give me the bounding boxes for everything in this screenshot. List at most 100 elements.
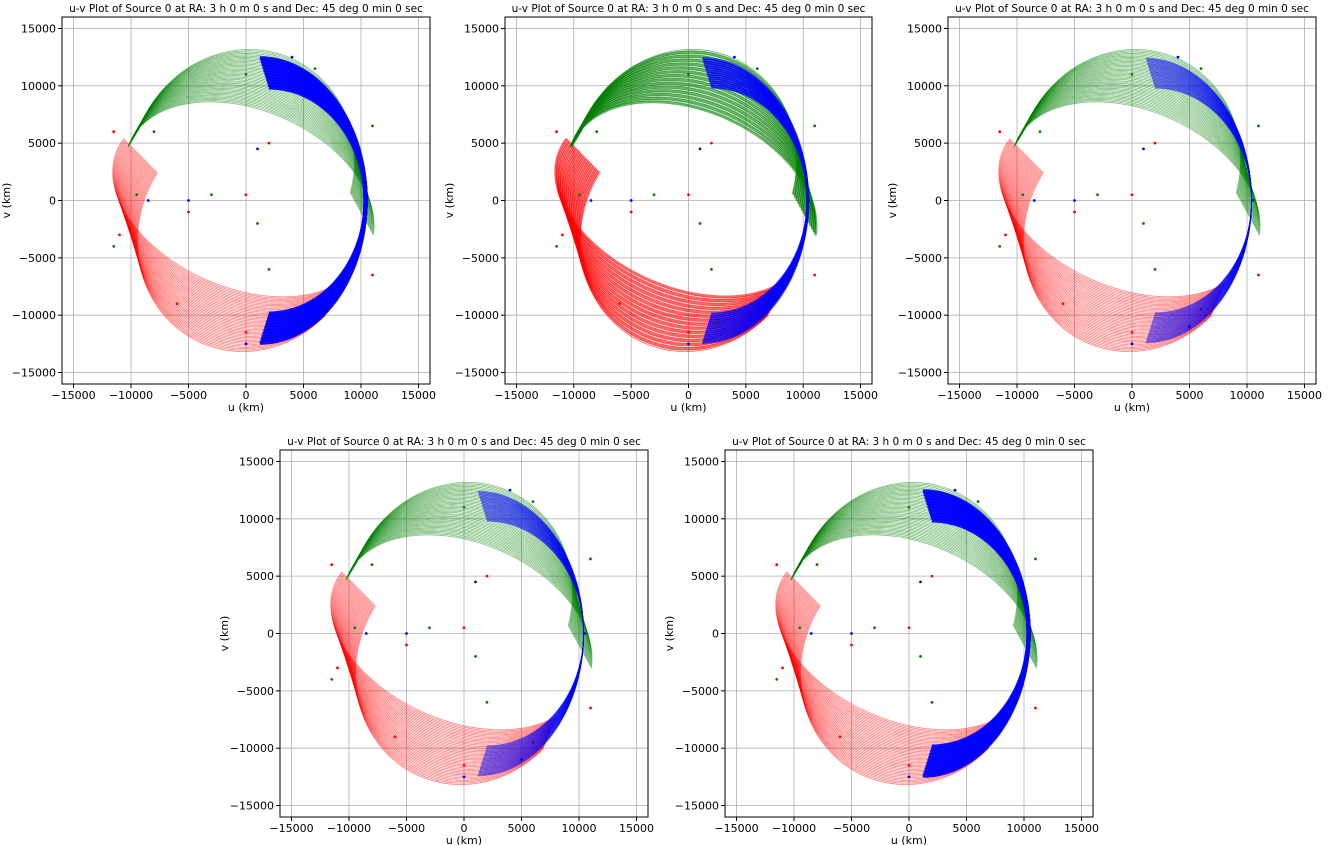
y-tick-label: 10000 [21,80,56,93]
y-tick-label: 5000 [914,137,942,150]
data-point-green [555,244,559,248]
series-red [998,130,1260,352]
data-point-green [930,700,934,704]
data-point-green [313,67,317,71]
y-tick-label: −10000 [898,309,942,322]
uv-plot-1: u-v Plot of Source 0 at RA: 3 h 0 m 0 s … [0,3,436,414]
track-red [779,576,1002,738]
data-point-red [907,626,911,630]
y-tick-label: −10000 [675,742,719,755]
data-point-red [555,130,559,134]
data-point-blue [919,580,922,584]
data-point-blue [790,130,794,134]
y-tick-label: −5000 [237,685,274,698]
data-point-blue [405,632,408,635]
track-red [558,142,781,306]
track-red [579,172,768,352]
data-point-green [595,130,599,134]
data-point-blue [520,758,523,762]
plot-title: u-v Plot of Source 0 at RA: 3 h 0 m 0 s … [287,436,641,448]
data-point-red [244,330,248,334]
series-blue [364,488,587,779]
track-red [335,577,556,741]
data-point-blue [364,632,368,635]
data-point-green [485,700,489,704]
data-point-blue [566,563,569,567]
track-red [1003,144,1224,308]
data-point-green [589,557,592,561]
track-red [333,575,557,737]
series-red [112,130,374,352]
data-point-blue [187,199,190,202]
track-red [114,141,339,303]
x-axis-label: u (km) [228,401,264,414]
x-tick-label: −5000 [613,389,650,402]
data-point-blue [744,325,748,329]
data-point-green [256,222,259,225]
data-point-red [112,130,116,134]
data-point-blue [508,488,512,492]
data-point-green [813,124,817,128]
y-tick-label: −10000 [12,309,56,322]
data-point-red [589,706,592,710]
track-red [560,145,780,310]
y-axis-label: v (km) [663,616,676,652]
data-point-blue [302,325,305,329]
x-tick-label: −5000 [388,822,425,835]
series-blue [809,488,1032,779]
data-point-blue [807,199,811,202]
y-tick-label: 0 [267,628,274,641]
data-point-blue [1011,563,1014,567]
track-green [799,489,1021,633]
data-point-green [244,72,248,76]
data-point-blue [348,130,351,134]
x-tick-label: −5000 [170,389,207,402]
data-point-red [907,763,911,767]
series-green [775,482,1038,704]
data-point-green [371,124,374,128]
x-axis-label: u (km) [670,401,706,414]
x-tick-label: 10000 [1230,389,1265,402]
track-red [998,139,1226,299]
series-green [998,49,1261,271]
track-red [352,601,545,780]
y-axis-label: v (km) [218,616,231,652]
track-red [775,572,1003,732]
track-red [332,574,557,736]
uv-tracks [554,49,818,352]
data-point-blue [365,199,369,202]
data-point-red [371,273,374,277]
track-red [113,139,340,300]
data-point-red [1061,302,1065,306]
data-point-green [1130,72,1134,76]
track-red [1000,141,1225,303]
track-red [353,602,545,781]
data-point-blue [1234,267,1237,271]
y-tick-label: 5000 [246,570,274,583]
track-red [112,138,341,298]
data-point-green [798,626,802,630]
x-tick-label: −15000 [51,389,95,402]
data-point-red [462,763,466,767]
track-red [137,172,326,352]
x-tick-label: 10000 [344,389,379,402]
data-point-green [755,67,759,71]
data-point-green [1199,67,1203,71]
track-red [1023,172,1212,352]
x-tick-label: 10000 [1007,822,1042,835]
series-red [330,563,592,785]
data-point-blue [850,632,853,635]
track-red [777,573,1003,735]
track-red [1001,142,1225,304]
data-point-red [462,626,466,630]
data-point-blue [732,55,736,59]
track-red [1004,145,1223,309]
plot-title: u-v Plot of Source 0 at RA: 3 h 0 m 0 s … [955,3,1309,15]
track-red [780,577,1001,741]
data-point-red [1153,141,1157,145]
uv-plot-5: u-v Plot of Source 0 at RA: 3 h 0 m 0 s … [663,436,1099,845]
y-tick-label: 5000 [471,137,499,150]
data-point-red [267,141,271,145]
data-point-green [1021,193,1025,197]
y-tick-label: 10000 [907,80,942,93]
